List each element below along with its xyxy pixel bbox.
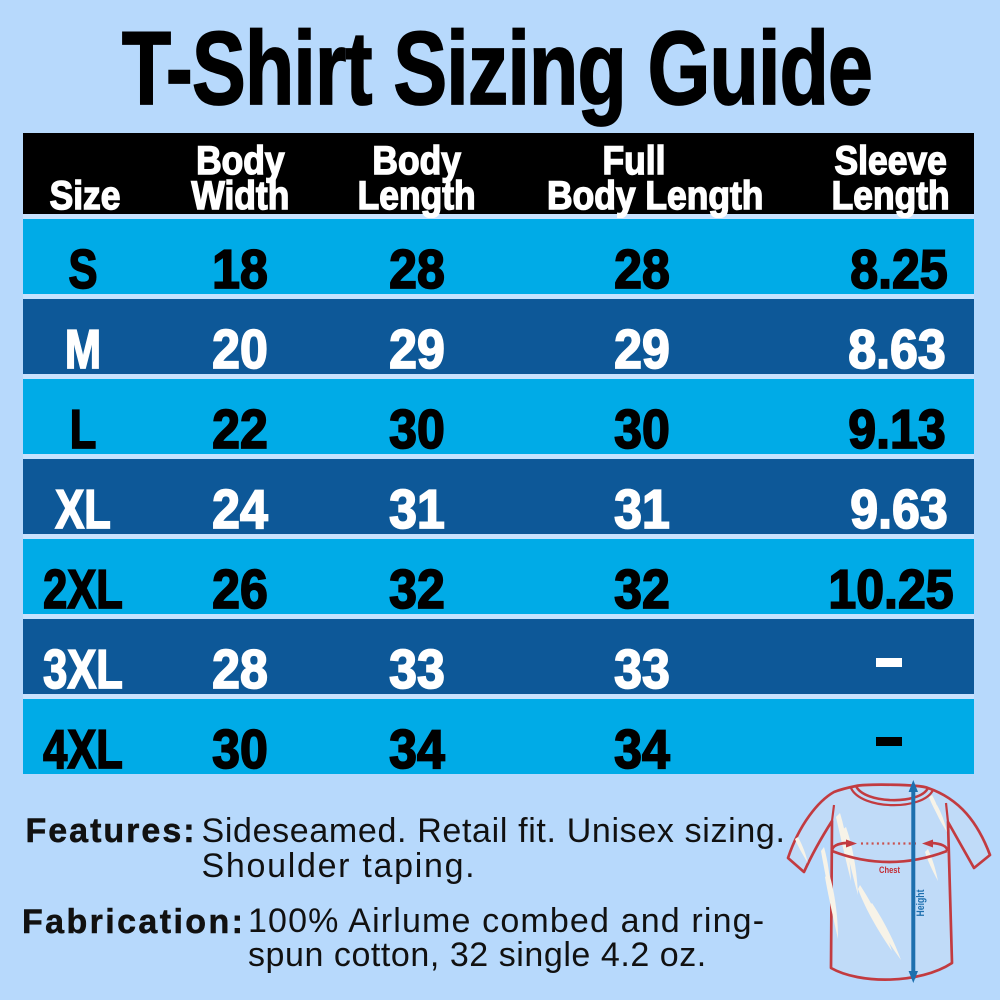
svg-text:Chest: Chest xyxy=(879,865,901,876)
svg-text:Height: Height xyxy=(915,889,927,916)
